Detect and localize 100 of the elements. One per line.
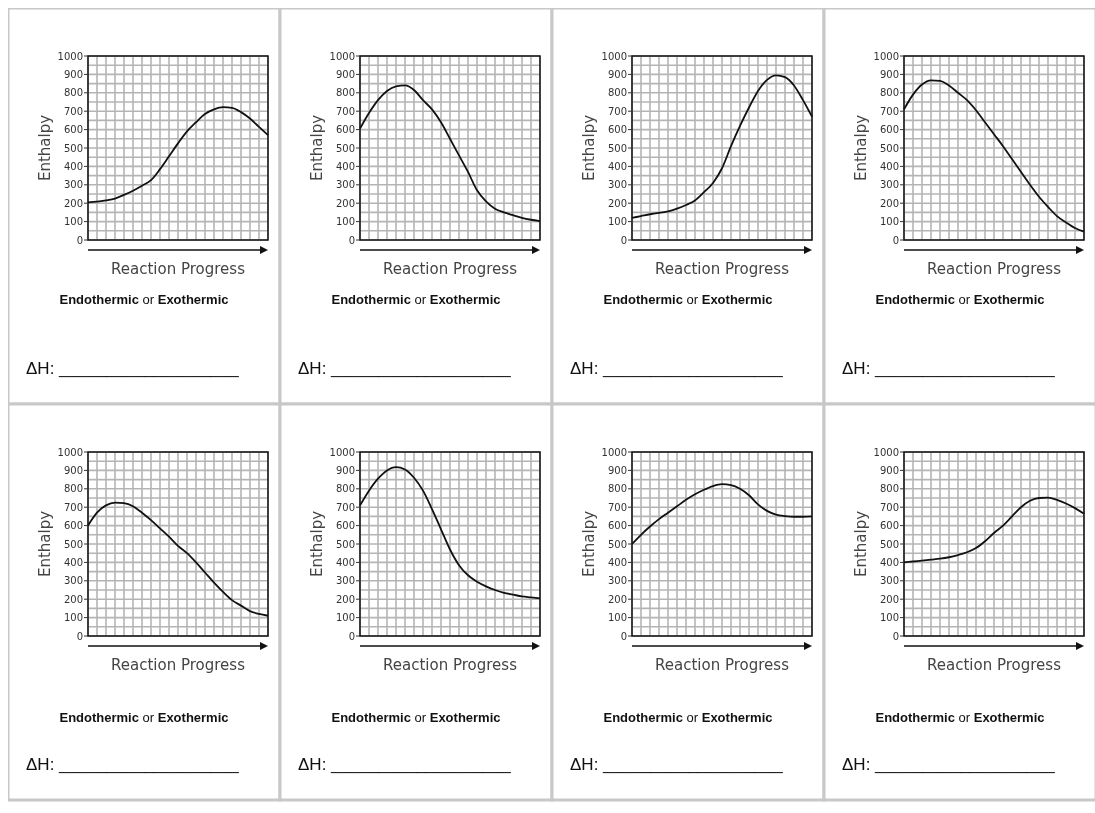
- y-tick-label: 200: [607, 197, 627, 209]
- y-tick-label: 700: [607, 501, 627, 513]
- text: Endothermic or Exothermic: [59, 292, 229, 307]
- y-tick-label: 400: [607, 160, 627, 172]
- y-axis-title: Enthalpy: [36, 114, 54, 182]
- y-tick-label: 200: [63, 593, 83, 605]
- y-tick-label: 300: [879, 179, 899, 191]
- y-tick-label: 1000: [57, 446, 83, 458]
- y-tick-label: 500: [879, 142, 899, 154]
- y-tick-label: 200: [607, 593, 627, 605]
- y-tick-label: 300: [335, 179, 355, 191]
- y-tick-label: 100: [63, 216, 83, 228]
- y-tick-label: 500: [607, 142, 627, 154]
- y-tick-label: 1000: [329, 446, 355, 458]
- y-tick-label: 600: [607, 124, 627, 136]
- y-tick-label: 0: [76, 630, 83, 642]
- y-tick-label: 100: [607, 216, 627, 228]
- y-tick-label: 500: [607, 538, 627, 550]
- y-tick-label: 900: [607, 464, 627, 476]
- y-tick-label: 0: [620, 234, 627, 246]
- y-axis-title: Enthalpy: [852, 114, 870, 182]
- y-tick-label: 1000: [873, 446, 899, 458]
- y-tick-label: 300: [607, 179, 627, 191]
- y-tick-label: 100: [63, 612, 83, 624]
- y-tick-label: 600: [63, 124, 83, 136]
- y-tick-label: 600: [335, 124, 355, 136]
- y-tick-label: 200: [335, 197, 355, 209]
- y-tick-label: 0: [892, 630, 899, 642]
- text: ΔH: ___________________: [570, 755, 784, 774]
- y-tick-label: 700: [607, 105, 627, 117]
- y-axis-title: Enthalpy: [36, 510, 54, 578]
- y-tick-label: 700: [879, 105, 899, 117]
- y-tick-label: 200: [335, 593, 355, 605]
- y-tick-label: 800: [63, 483, 83, 495]
- y-tick-label: 400: [879, 160, 899, 172]
- y-tick-label: 0: [620, 630, 627, 642]
- y-tick-label: 500: [879, 538, 899, 550]
- y-tick-label: 700: [335, 105, 355, 117]
- y-axis-title: Enthalpy: [308, 114, 326, 182]
- y-tick-label: 0: [76, 234, 83, 246]
- y-tick-label: 800: [607, 87, 627, 99]
- x-axis-title: Reaction Progress: [383, 656, 518, 674]
- y-tick-label: 100: [335, 612, 355, 624]
- y-tick-label: 500: [63, 538, 83, 550]
- x-axis-title: Reaction Progress: [383, 260, 518, 278]
- x-axis-title: Reaction Progress: [111, 260, 246, 278]
- y-axis-title: Enthalpy: [580, 114, 598, 182]
- x-axis-title: Reaction Progress: [927, 260, 1062, 278]
- y-tick-label: 700: [879, 501, 899, 513]
- y-tick-label: 400: [607, 556, 627, 568]
- y-tick-label: 0: [348, 234, 355, 246]
- y-tick-label: 700: [63, 501, 83, 513]
- y-axis-title: Enthalpy: [580, 510, 598, 578]
- y-tick-label: 900: [879, 68, 899, 80]
- y-tick-label: 300: [607, 575, 627, 587]
- text: ΔH: ___________________: [298, 755, 512, 774]
- text: ΔH: ___________________: [842, 359, 1056, 378]
- y-tick-label: 900: [879, 464, 899, 476]
- text: Endothermic or Exothermic: [603, 292, 773, 307]
- y-tick-label: 900: [335, 68, 355, 80]
- text: Endothermic or Exothermic: [59, 710, 229, 725]
- y-tick-label: 200: [63, 197, 83, 209]
- y-tick-label: 700: [63, 105, 83, 117]
- text: Endothermic or Exothermic: [603, 710, 773, 725]
- y-tick-label: 400: [63, 556, 83, 568]
- y-tick-label: 500: [335, 538, 355, 550]
- y-tick-label: 400: [879, 556, 899, 568]
- text: ΔH: ___________________: [26, 755, 240, 774]
- y-tick-label: 0: [348, 630, 355, 642]
- y-tick-label: 800: [607, 483, 627, 495]
- text: ΔH: ___________________: [26, 359, 240, 378]
- y-tick-label: 600: [63, 520, 83, 532]
- y-tick-label: 500: [335, 142, 355, 154]
- y-tick-label: 600: [335, 520, 355, 532]
- y-tick-label: 1000: [873, 50, 899, 62]
- y-tick-label: 1000: [601, 50, 627, 62]
- y-tick-label: 400: [335, 160, 355, 172]
- x-axis-title: Reaction Progress: [655, 656, 790, 674]
- y-tick-label: 600: [879, 520, 899, 532]
- y-tick-label: 1000: [57, 50, 83, 62]
- text: Endothermic or Exothermic: [875, 292, 1045, 307]
- y-tick-label: 300: [63, 575, 83, 587]
- y-tick-label: 100: [335, 216, 355, 228]
- text: ΔH: ___________________: [570, 359, 784, 378]
- y-tick-label: 400: [335, 556, 355, 568]
- y-tick-label: 800: [879, 483, 899, 495]
- y-tick-label: 100: [607, 612, 627, 624]
- y-tick-label: 300: [335, 575, 355, 587]
- y-tick-label: 1000: [329, 50, 355, 62]
- text: ΔH: ___________________: [298, 359, 512, 378]
- x-axis-title: Reaction Progress: [655, 260, 790, 278]
- y-tick-label: 900: [63, 68, 83, 80]
- y-tick-label: 700: [335, 501, 355, 513]
- y-tick-label: 0: [892, 234, 899, 246]
- y-tick-label: 100: [879, 612, 899, 624]
- y-axis-title: Enthalpy: [852, 510, 870, 578]
- y-tick-label: 300: [63, 179, 83, 191]
- y-tick-label: 300: [879, 575, 899, 587]
- y-tick-label: 800: [879, 87, 899, 99]
- text: Endothermic or Exothermic: [875, 710, 1045, 725]
